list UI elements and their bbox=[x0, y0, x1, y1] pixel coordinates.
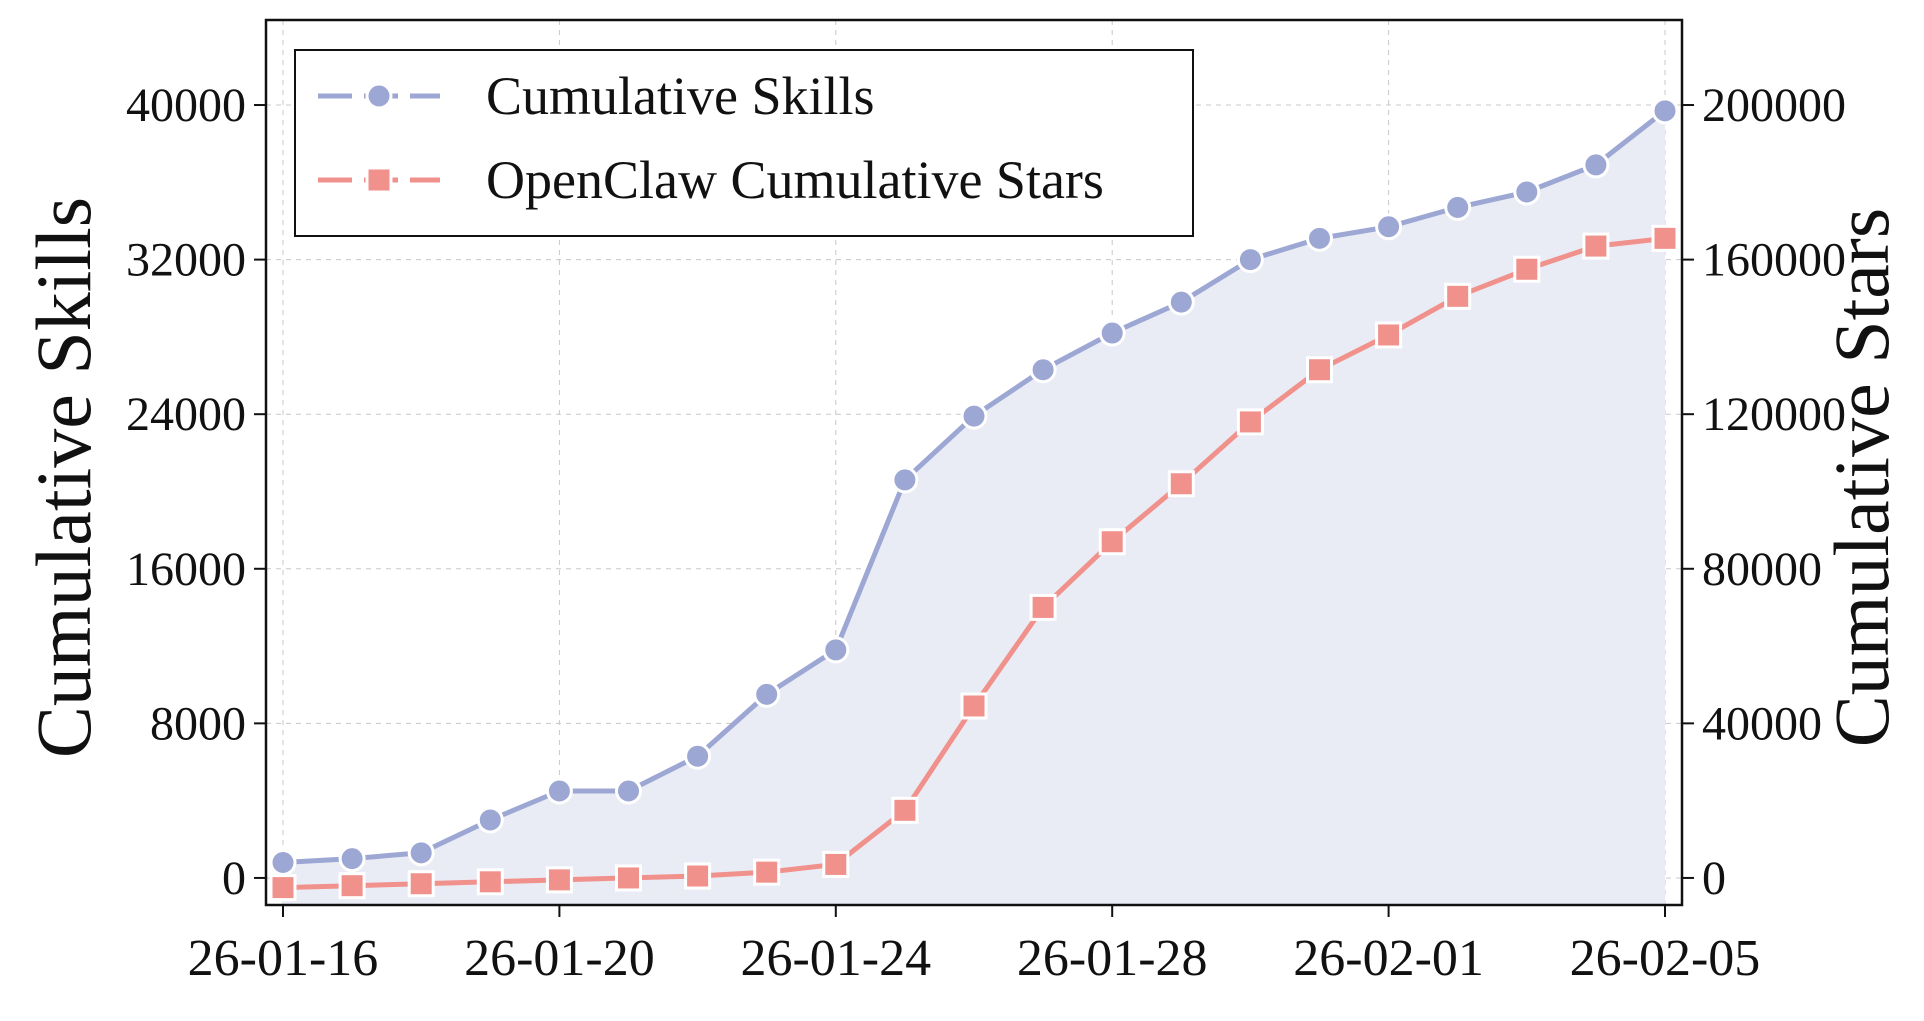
point-skills bbox=[1306, 224, 1333, 252]
y-tick-label-left: 16000 bbox=[126, 543, 246, 596]
y-tick-label-right: 200000 bbox=[1702, 79, 1846, 132]
point-stars bbox=[1029, 593, 1057, 621]
point-skills bbox=[891, 466, 919, 494]
point-skills bbox=[822, 636, 850, 664]
axis-ticks: 0 8000 16000 24000 32000 40000 0 40000 80000 1200… bbox=[126, 79, 1846, 987]
point-stars bbox=[1236, 408, 1264, 436]
legend-label-skills: Cumulative Skills bbox=[486, 66, 875, 126]
point-skills bbox=[753, 680, 781, 708]
point-stars bbox=[338, 872, 366, 900]
legend-marker-skills bbox=[365, 82, 393, 110]
point-stars bbox=[1582, 232, 1610, 260]
point-skills bbox=[269, 848, 297, 876]
point-skills bbox=[1098, 319, 1126, 347]
y-tick-label-left: 24000 bbox=[126, 388, 246, 441]
y-tick-label-left: 32000 bbox=[126, 234, 246, 287]
legend-label-stars: OpenClaw Cumulative Stars bbox=[486, 150, 1104, 210]
point-skills bbox=[338, 845, 366, 873]
legend-marker-stars bbox=[365, 166, 393, 194]
point-stars bbox=[545, 866, 573, 894]
y-tick-label-right: 80000 bbox=[1702, 543, 1822, 596]
point-stars bbox=[1651, 224, 1679, 252]
point-skills bbox=[1236, 246, 1264, 274]
point-skills bbox=[1375, 213, 1403, 241]
point-stars bbox=[1306, 356, 1333, 384]
y-tick-label-right: 120000 bbox=[1702, 388, 1846, 441]
x-tick-label: 26-01-16 bbox=[188, 930, 379, 987]
point-stars bbox=[407, 870, 435, 898]
point-stars bbox=[753, 858, 781, 886]
point-skills bbox=[1444, 193, 1472, 221]
series-markers bbox=[269, 97, 1679, 902]
point-stars bbox=[960, 692, 988, 720]
point-skills bbox=[1029, 356, 1057, 384]
y-tick-label-right: 40000 bbox=[1702, 697, 1822, 750]
point-stars bbox=[1167, 470, 1195, 498]
point-skills bbox=[684, 742, 712, 770]
y-tick-label-right: 160000 bbox=[1702, 234, 1846, 287]
point-skills bbox=[615, 777, 642, 805]
point-stars bbox=[1098, 528, 1126, 556]
legend: Cumulative Skills OpenClaw Cumulative St… bbox=[294, 49, 1194, 237]
point-skills bbox=[1582, 151, 1610, 179]
point-stars bbox=[269, 874, 297, 902]
point-stars bbox=[1375, 321, 1403, 349]
point-stars bbox=[684, 862, 712, 890]
x-tick-label: 26-01-20 bbox=[464, 930, 655, 987]
point-skills bbox=[1651, 97, 1679, 125]
x-tick-label: 26-02-01 bbox=[1293, 930, 1484, 987]
legend-box bbox=[294, 49, 1194, 237]
x-tick-label: 26-01-24 bbox=[740, 930, 931, 987]
point-stars bbox=[891, 796, 919, 824]
point-stars bbox=[822, 850, 850, 878]
point-skills bbox=[1513, 178, 1541, 206]
point-skills bbox=[407, 839, 435, 867]
point-skills bbox=[1167, 288, 1195, 316]
point-stars bbox=[1513, 255, 1541, 283]
point-stars bbox=[1444, 282, 1472, 310]
point-skills bbox=[476, 806, 504, 834]
y-tick-label-left: 40000 bbox=[126, 79, 246, 132]
x-tick-label: 26-02-05 bbox=[1570, 930, 1761, 987]
skills-area-fill bbox=[283, 110, 1665, 906]
plot-frame bbox=[264, 18, 1684, 907]
y-axis-title-left: Cumulative Skills bbox=[20, 197, 107, 758]
y-axis-title-right: Cumulative Stars bbox=[1818, 208, 1905, 747]
x-tick-label: 26-01-28 bbox=[1017, 930, 1208, 987]
y-tick-label-right: 0 bbox=[1702, 852, 1726, 905]
point-skills bbox=[960, 402, 988, 430]
point-stars bbox=[615, 864, 642, 892]
y-tick-label-left: 0 bbox=[222, 852, 246, 905]
point-stars bbox=[476, 868, 504, 896]
area-skills bbox=[283, 110, 1665, 906]
y-tick-label-left: 8000 bbox=[150, 697, 246, 750]
point-skills bbox=[545, 777, 573, 805]
